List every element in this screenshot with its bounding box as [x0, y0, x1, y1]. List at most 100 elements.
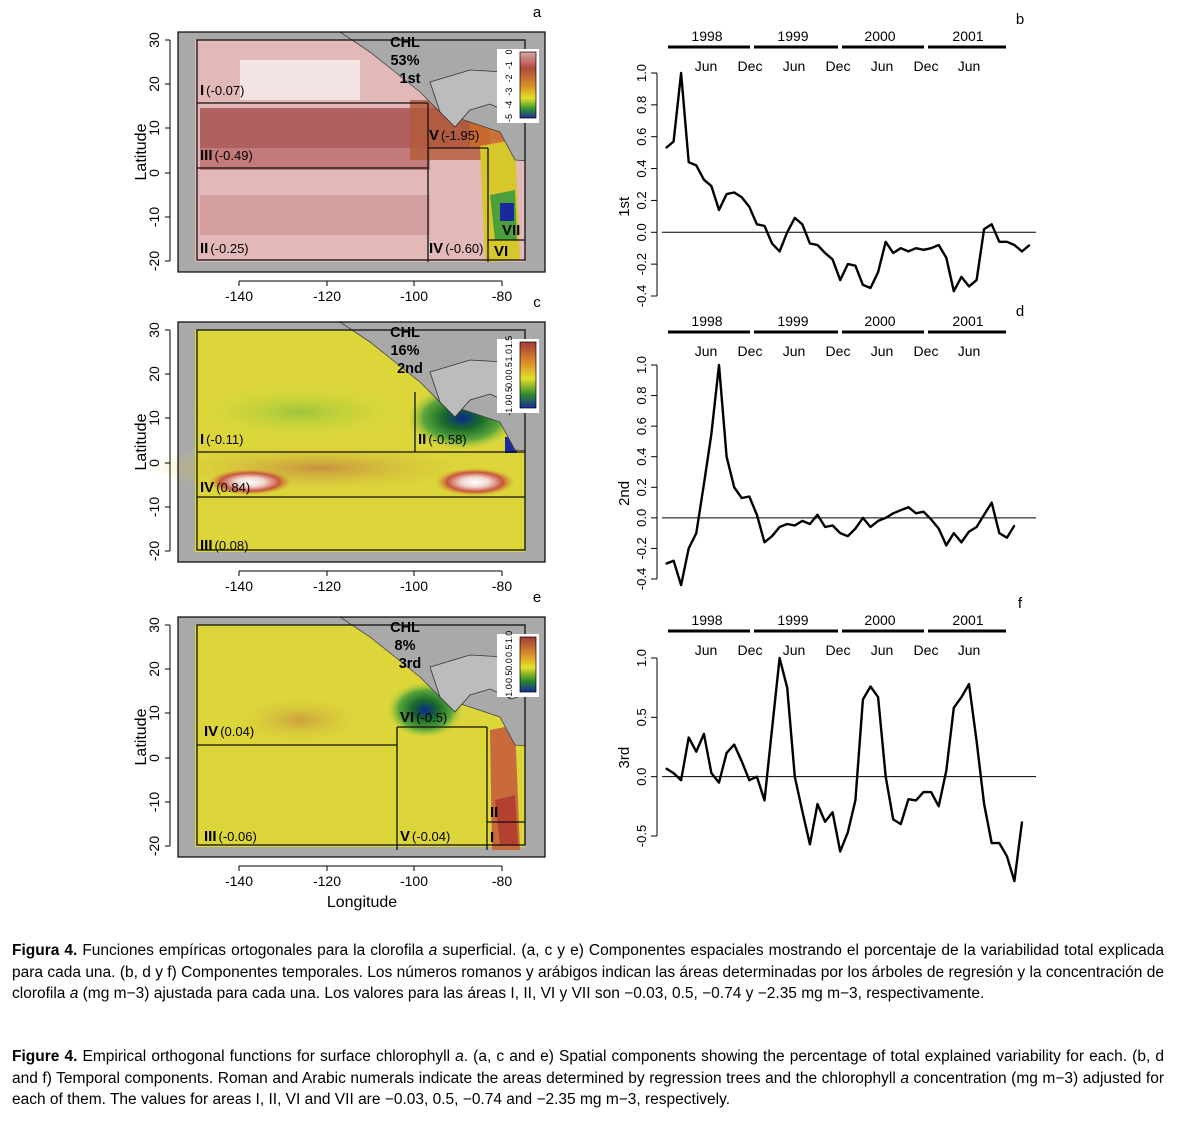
- month-label: Dec: [914, 58, 939, 74]
- series-point: [733, 191, 735, 194]
- month-label: Jun: [871, 58, 894, 74]
- lon-tick-label: -140: [225, 578, 253, 594]
- series-point: [1021, 250, 1023, 252]
- series-point: [930, 518, 932, 520]
- series-point: [725, 193, 728, 195]
- series-point: [892, 818, 894, 820]
- series-point: [885, 517, 887, 519]
- series-point: [900, 509, 902, 511]
- series-point: [998, 241, 1000, 243]
- map-title-line: CHL: [390, 35, 420, 51]
- series-point: [801, 810, 803, 812]
- series-point: [703, 483, 705, 485]
- lon-tick-label: -80: [492, 288, 512, 304]
- lat-tick-label: -20: [146, 541, 162, 561]
- series-point: [710, 772, 713, 774]
- lat-tick-label: -10: [146, 497, 162, 517]
- y-tick-label: -0.5: [634, 825, 649, 847]
- panel-letter-a: a: [533, 4, 542, 21]
- year-label: 2001: [952, 313, 983, 329]
- series-point: [1021, 821, 1023, 823]
- panel-letter-d: d: [1016, 303, 1024, 320]
- panel-letter-c: c: [533, 294, 541, 311]
- series-point: [938, 527, 940, 530]
- series-point: [756, 776, 758, 778]
- lon-tick-label: -100: [400, 288, 428, 304]
- month-label: Jun: [958, 343, 981, 359]
- lon-tick-label: -120: [313, 578, 341, 594]
- series-point: [953, 707, 955, 709]
- series-point: [953, 290, 955, 292]
- latitude-label: Latitude: [133, 123, 150, 180]
- year-label: 2000: [864, 313, 895, 329]
- region-roman-numeral: II: [200, 240, 208, 257]
- series-point: [665, 563, 667, 565]
- y-tick-label: 0.6: [634, 417, 649, 435]
- lon-tick-label: -120: [313, 288, 341, 304]
- series-point: [741, 760, 743, 762]
- series-point: [680, 779, 682, 781]
- longitude-label: Longitude: [327, 894, 397, 911]
- month-label: Jun: [783, 58, 806, 74]
- series-point: [907, 250, 909, 252]
- colorbar-tick-label: -2: [504, 74, 514, 82]
- panel-letter-e: e: [533, 589, 541, 606]
- region-roman-numeral: II: [490, 804, 498, 821]
- series-point: [877, 696, 879, 698]
- lon-tick-label: -120: [313, 873, 341, 889]
- series-point: [771, 242, 773, 245]
- latitude-label: Latitude: [133, 708, 150, 765]
- map-border: [177, 31, 546, 273]
- series-point: [756, 223, 758, 225]
- series-point: [665, 767, 667, 769]
- region-roman-numeral: III: [204, 828, 217, 845]
- series-point: [771, 728, 773, 730]
- series-point: [915, 247, 917, 249]
- series-point: [915, 799, 917, 802]
- y-tick-label: 1.0: [634, 356, 649, 374]
- series-line: [665, 71, 1031, 293]
- series-point: [748, 779, 750, 781]
- series-line: [665, 656, 1024, 883]
- series-point: [1006, 241, 1008, 243]
- map-border: [177, 321, 546, 563]
- lat-tick-label: 20: [146, 366, 162, 382]
- lon-tick-label: -140: [225, 873, 253, 889]
- map-title-line: 53%: [390, 53, 419, 69]
- region-roman-numeral: V: [429, 127, 439, 144]
- y-tick-label: 0.6: [634, 128, 649, 146]
- region-label: III (-0.06): [204, 828, 257, 845]
- month-label: Jun: [695, 58, 718, 74]
- region-roman-numeral: III: [200, 537, 213, 554]
- lat-tick-label: 10: [146, 120, 162, 136]
- lat-tick-label: 20: [146, 76, 162, 92]
- lat-tick-label: 10: [146, 410, 162, 426]
- series-point: [688, 547, 690, 550]
- series-point: [779, 657, 781, 659]
- series-point: [809, 523, 811, 525]
- series-point: [725, 752, 728, 754]
- series-point: [710, 185, 713, 187]
- series-point: [748, 495, 750, 498]
- y-tick-label: 0.2: [634, 191, 649, 209]
- chl-pattern: [500, 203, 514, 221]
- region-label: I (-0.07): [200, 82, 244, 99]
- series-point: [960, 541, 963, 543]
- region-value: (-0.11): [206, 432, 243, 447]
- series-point: [991, 501, 993, 504]
- component-label: 1st: [616, 196, 633, 217]
- series-point: [824, 252, 826, 254]
- lat-tick-label: 20: [146, 661, 162, 677]
- lat-tick-label: 0: [146, 169, 162, 177]
- series-point: [975, 526, 978, 528]
- series-point: [907, 506, 909, 508]
- y-tick-label: -0.4: [634, 568, 649, 590]
- series-point: [991, 223, 993, 225]
- region-roman-numeral: VII: [502, 222, 520, 239]
- series-point: [1013, 880, 1016, 882]
- series-point: [892, 252, 894, 254]
- chl-pattern: [200, 148, 430, 170]
- colorbar: [519, 636, 537, 693]
